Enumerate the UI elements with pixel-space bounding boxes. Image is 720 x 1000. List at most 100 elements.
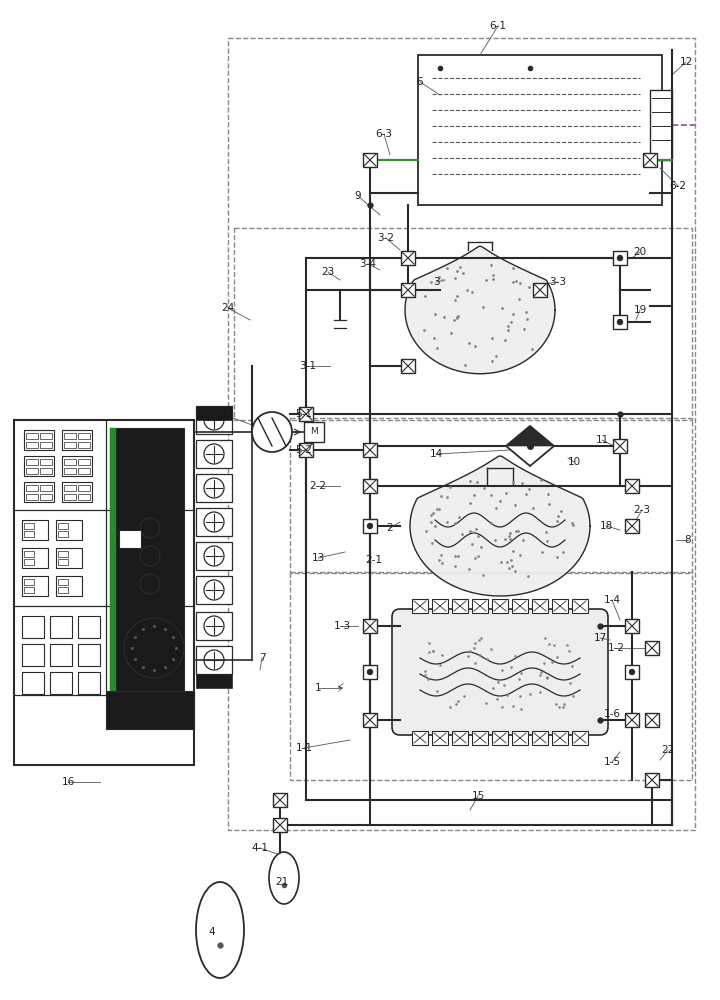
- Circle shape: [618, 255, 623, 260]
- Bar: [196, 646, 232, 674]
- Text: 5-2: 5-2: [295, 445, 312, 455]
- Bar: [58, 587, 68, 593]
- Bar: [196, 406, 232, 420]
- Bar: [572, 731, 588, 745]
- Text: 19: 19: [634, 305, 647, 315]
- Bar: [412, 599, 428, 613]
- Text: 1-6: 1-6: [603, 709, 621, 719]
- Bar: [645, 713, 659, 727]
- Bar: [40, 468, 52, 474]
- Bar: [24, 551, 34, 557]
- Bar: [56, 548, 82, 568]
- Bar: [363, 665, 377, 679]
- Bar: [62, 482, 92, 502]
- Text: 15: 15: [472, 791, 485, 801]
- Text: 3-3: 3-3: [549, 277, 567, 287]
- Bar: [24, 482, 54, 502]
- Text: 13: 13: [311, 553, 325, 563]
- Bar: [532, 731, 548, 745]
- Text: 6-2: 6-2: [670, 181, 686, 191]
- Text: 18: 18: [599, 521, 613, 531]
- Bar: [50, 616, 72, 638]
- Bar: [78, 672, 100, 694]
- Bar: [234, 228, 692, 420]
- Bar: [196, 406, 232, 434]
- Bar: [645, 641, 659, 655]
- Bar: [64, 485, 76, 491]
- Bar: [58, 579, 68, 585]
- Bar: [273, 818, 287, 832]
- Bar: [24, 587, 34, 593]
- Text: 11: 11: [595, 435, 608, 445]
- Bar: [472, 599, 488, 613]
- Bar: [40, 459, 52, 465]
- Text: 1-3: 1-3: [333, 621, 351, 631]
- Text: 6-3: 6-3: [376, 129, 392, 139]
- Text: M: M: [310, 428, 318, 436]
- Bar: [625, 479, 639, 493]
- Text: 1-1: 1-1: [295, 743, 312, 753]
- Bar: [78, 468, 90, 474]
- Bar: [430, 65, 648, 195]
- Bar: [26, 433, 38, 439]
- Bar: [363, 619, 377, 633]
- Text: 14: 14: [429, 449, 443, 459]
- Bar: [625, 665, 639, 679]
- Bar: [22, 672, 44, 694]
- Text: 1-4: 1-4: [603, 595, 621, 605]
- Circle shape: [618, 320, 623, 324]
- Bar: [290, 418, 692, 573]
- Bar: [432, 731, 448, 745]
- Bar: [64, 459, 76, 465]
- Bar: [22, 644, 44, 666]
- Bar: [452, 731, 468, 745]
- Bar: [401, 283, 415, 297]
- Bar: [50, 672, 72, 694]
- Bar: [56, 520, 82, 540]
- Text: 5: 5: [225, 411, 231, 421]
- Bar: [532, 599, 548, 613]
- Bar: [14, 420, 194, 765]
- Text: 1: 1: [315, 683, 321, 693]
- Bar: [78, 644, 100, 666]
- Polygon shape: [405, 246, 555, 374]
- Text: 23: 23: [321, 267, 335, 277]
- Bar: [26, 459, 38, 465]
- Bar: [613, 251, 627, 265]
- Bar: [363, 519, 377, 533]
- Bar: [492, 731, 508, 745]
- Bar: [26, 494, 38, 500]
- Text: 8: 8: [685, 535, 691, 545]
- Bar: [625, 713, 639, 727]
- Text: 6: 6: [417, 77, 423, 87]
- Bar: [552, 599, 568, 613]
- Text: 17: 17: [593, 633, 607, 643]
- Text: 5-1: 5-1: [295, 409, 312, 419]
- FancyBboxPatch shape: [392, 609, 608, 735]
- Bar: [58, 523, 68, 529]
- Text: 22: 22: [662, 745, 675, 755]
- Bar: [196, 508, 232, 536]
- Bar: [22, 576, 48, 596]
- Bar: [643, 153, 657, 167]
- Bar: [24, 523, 34, 529]
- Bar: [78, 494, 90, 500]
- Bar: [22, 616, 44, 638]
- Bar: [110, 428, 116, 691]
- Bar: [533, 283, 547, 297]
- Bar: [40, 433, 52, 439]
- Circle shape: [629, 670, 634, 674]
- Text: 2: 2: [387, 523, 393, 533]
- Text: 2-1: 2-1: [366, 555, 382, 565]
- Text: 2-2: 2-2: [310, 481, 326, 491]
- Bar: [650, 90, 672, 160]
- Text: 7: 7: [258, 653, 265, 663]
- Text: 1-2: 1-2: [608, 643, 624, 653]
- Bar: [552, 731, 568, 745]
- Ellipse shape: [269, 852, 299, 904]
- Bar: [26, 485, 38, 491]
- Text: 9: 9: [355, 191, 361, 201]
- Bar: [401, 251, 415, 265]
- Polygon shape: [506, 426, 554, 446]
- Bar: [26, 468, 38, 474]
